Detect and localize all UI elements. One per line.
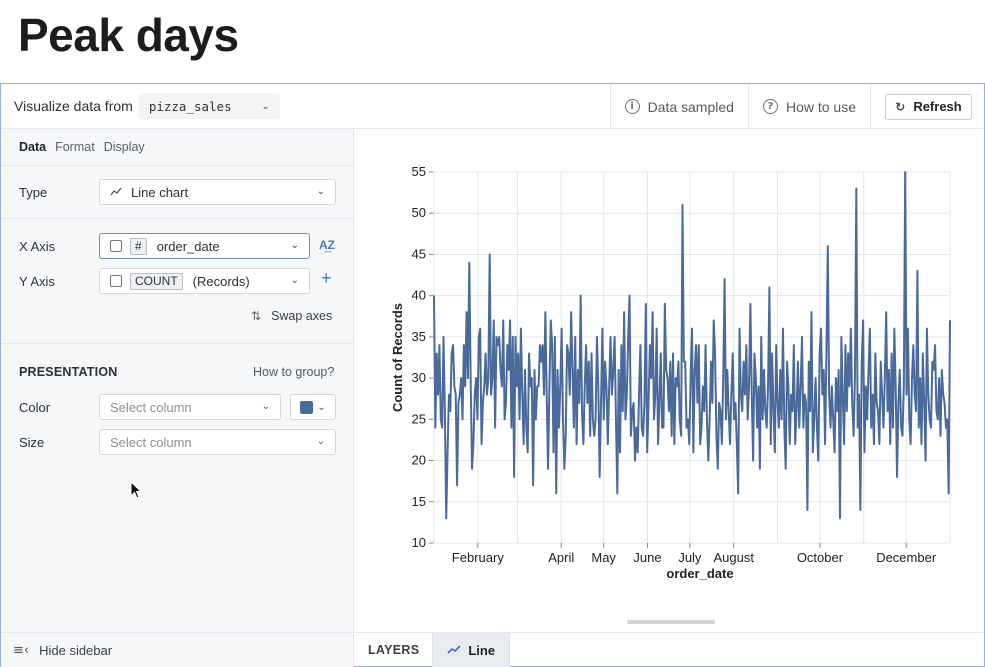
chart-canvas: 10 15 20 25 30 35 40 45 50 55 February April May June… xyxy=(355,129,984,632)
x-tick-label: October xyxy=(797,550,844,565)
data-sampled-label: Data sampled xyxy=(647,98,734,115)
layers-label: LAYERS xyxy=(368,643,420,657)
refresh-icon: ↻ xyxy=(895,99,906,114)
chevron-down-icon: ⌄ xyxy=(261,401,270,412)
collapse-sidebar-icon: ≡‹ xyxy=(13,642,30,658)
y-axis-title: Count of Records xyxy=(390,303,405,412)
data-sampled-button[interactable]: i Data sampled xyxy=(609,84,748,129)
color-swatch-button[interactable]: ⌄ xyxy=(290,394,336,420)
chevron-down-icon: ⌄ xyxy=(290,240,299,251)
sort-az-icon[interactable]: A͢Z xyxy=(319,238,335,252)
y-tick-label: 50 xyxy=(412,205,426,220)
refresh-button[interactable]: ↻ Refresh xyxy=(885,93,972,120)
visualize-label: Visualize data from xyxy=(14,98,133,114)
color-column-placeholder: Select column xyxy=(110,399,192,415)
color-column-select[interactable]: Select column ⌄ xyxy=(99,394,281,420)
x-axis-type-tag[interactable]: # ⌄ xyxy=(130,237,299,255)
x-tick-label: May xyxy=(591,550,616,565)
chevron-down-icon: ⌄ xyxy=(290,275,299,286)
size-label: Size xyxy=(19,435,45,450)
y-tick-label: 30 xyxy=(412,370,426,385)
chevron-down-icon: ⌄ xyxy=(316,186,325,197)
y-tick-label: 15 xyxy=(412,494,426,509)
line-chart-icon xyxy=(110,187,122,196)
x-tick-label: December xyxy=(876,550,937,565)
chevron-down-icon: ⌄ xyxy=(317,401,326,413)
chart-type-value: Line chart xyxy=(131,184,189,200)
how-to-use-link[interactable]: ? How to use xyxy=(747,84,870,129)
y-tick-label: 20 xyxy=(412,453,426,468)
tab-format[interactable]: Format xyxy=(55,140,95,154)
layer-name: Line xyxy=(468,642,496,658)
chevron-down-icon: ⌄ xyxy=(316,436,325,447)
chart-scroll-handle[interactable] xyxy=(627,620,715,624)
toolbar: Visualize data from pizza_sales ⌄ i Data… xyxy=(1,84,984,129)
chevron-down-icon: ⌄ xyxy=(261,100,270,112)
swap-icon: ⇅ xyxy=(251,309,262,323)
add-y-axis-icon[interactable]: + xyxy=(321,268,332,288)
x-axis-title: order_date xyxy=(666,566,733,581)
hide-sidebar-label: Hide sidebar xyxy=(39,642,113,658)
sidebar: Data Format Display Type Line chart ⌄ X … xyxy=(1,129,354,667)
data-source-select[interactable]: pizza_sales ⌄ xyxy=(138,93,280,119)
x-tick-label: June xyxy=(633,550,661,565)
line-chart-icon xyxy=(447,645,461,654)
y-tick-label: 35 xyxy=(412,329,426,344)
x-tick-label: April xyxy=(548,550,574,565)
refresh-label: Refresh xyxy=(913,99,962,114)
color-label: Color xyxy=(19,400,51,415)
how-to-group-link[interactable]: How to group? xyxy=(253,365,335,379)
calendar-icon xyxy=(110,240,122,252)
x-tick-label: July xyxy=(678,550,702,565)
table-icon xyxy=(110,275,122,287)
swap-axes-button[interactable]: ⇅ Swap axes xyxy=(251,309,332,323)
sidebar-tabs: Data Format Display xyxy=(1,129,353,166)
data-source-value: pizza_sales xyxy=(148,98,232,114)
y-tick-label: 10 xyxy=(412,535,426,550)
x-axis-label: X Axis xyxy=(19,239,56,254)
line-chart: 10 15 20 25 30 35 40 45 50 55 February April May June… xyxy=(390,164,951,581)
layers-bar: LAYERS Line xyxy=(355,632,984,667)
size-column-placeholder: Select column xyxy=(110,434,192,450)
type-label: Type xyxy=(19,185,48,200)
help-icon: ? xyxy=(762,99,778,114)
presentation-heading: PRESENTATION xyxy=(19,365,118,379)
y-axis-aggregate-tag[interactable]: COUNT xyxy=(130,272,183,290)
tab-display[interactable]: Display xyxy=(103,140,145,154)
how-to-use-label: How to use xyxy=(785,98,856,115)
y-axis-value: (Records) xyxy=(192,273,250,289)
size-column-select[interactable]: Select column ⌄ xyxy=(99,429,336,455)
tab-data[interactable]: Data xyxy=(19,140,47,154)
x-axis-value: order_date xyxy=(156,238,220,254)
chart-builder-panel: Visualize data from pizza_sales ⌄ i Data… xyxy=(0,83,985,667)
y-axis-select[interactable]: COUNT (Records) ⌄ xyxy=(99,268,310,294)
x-axis-select[interactable]: # ⌄ order_date ⌄ xyxy=(99,233,310,259)
y-tick-label: 40 xyxy=(412,288,426,303)
y-tick-label: 25 xyxy=(412,411,426,426)
y-tick-label: 45 xyxy=(412,246,426,261)
layer-tab-line[interactable]: Line xyxy=(432,633,511,667)
color-swatch xyxy=(300,400,314,414)
hide-sidebar-button[interactable]: ≡‹ Hide sidebar xyxy=(1,632,354,667)
y-tick-label: 55 xyxy=(412,164,426,179)
info-icon: i xyxy=(624,99,640,114)
chart-type-select[interactable]: Line chart ⌄ xyxy=(99,179,336,205)
swap-axes-label: Swap axes xyxy=(271,309,333,323)
x-tick-label: August xyxy=(713,550,754,565)
page-title: Peak days xyxy=(18,9,239,61)
y-axis-label: Y Axis xyxy=(19,274,55,289)
series-line[interactable] xyxy=(433,171,951,520)
mouse-cursor-icon xyxy=(130,481,143,499)
x-tick-label: February xyxy=(452,550,505,565)
chevron-down-icon: ⌄ xyxy=(290,240,299,251)
